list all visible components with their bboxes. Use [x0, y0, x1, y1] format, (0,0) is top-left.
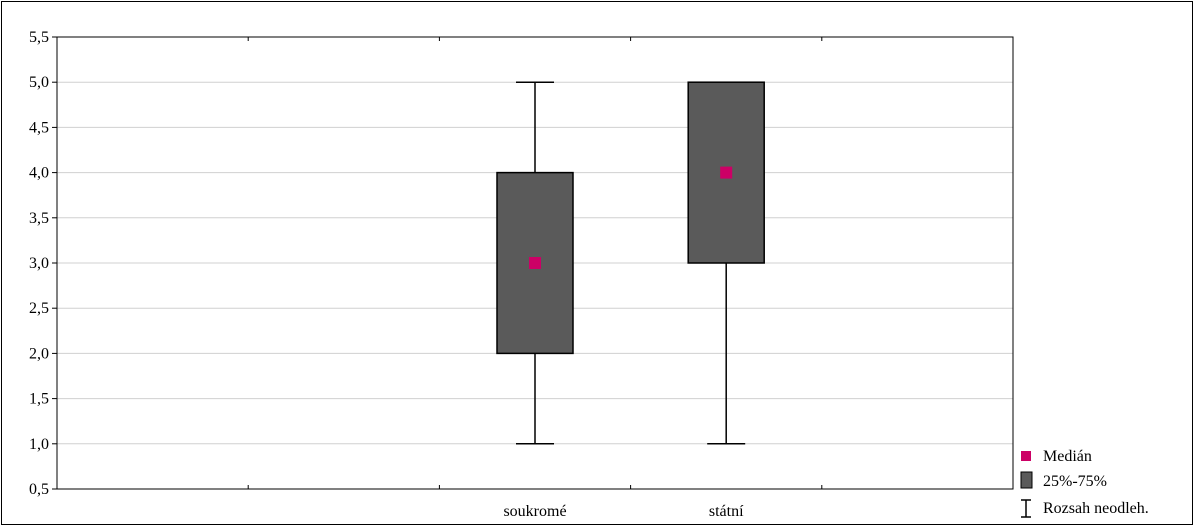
y-tick-label: 2,0 — [29, 345, 49, 362]
x-category-label: státní — [709, 503, 744, 520]
x-category-label: soukromé — [503, 503, 566, 520]
y-tick-label: 0,5 — [29, 481, 49, 498]
y-tick-label: 2,5 — [29, 300, 49, 317]
box-1 — [496, 81, 574, 445]
y-tick-label: 5,0 — [29, 74, 49, 91]
x-axis: soukromé státní — [247, 37, 823, 520]
y-tick-label: 3,5 — [29, 210, 49, 227]
y-tick-label: 5,5 — [29, 29, 49, 46]
y-tick-label: 3,0 — [29, 255, 49, 272]
legend-box-swatch — [1020, 471, 1033, 489]
legend-range-symbol — [1021, 499, 1031, 518]
legend-median-label: Medián — [1043, 448, 1092, 465]
median-marker — [529, 257, 541, 269]
y-tick-label: 4,5 — [29, 119, 49, 136]
box-2 — [687, 81, 765, 445]
y-tick-label: 1,0 — [29, 436, 49, 453]
legend: Medián 25%-75% Rozsah neodleh. — [1020, 448, 1149, 518]
y-axis: 0,5 1,0 1,5 2,0 2,5 3,0 3,5 4,0 4,5 5,0 5,5 — [29, 29, 57, 498]
legend-range-label: Rozsah neodleh. — [1043, 500, 1149, 517]
legend-box-label: 25%-75% — [1043, 473, 1107, 490]
iqr-box — [496, 171, 574, 355]
y-tick-label: 1,5 — [29, 391, 49, 408]
y-tick-label: 4,0 — [29, 165, 49, 182]
box-series — [496, 81, 765, 445]
legend-median-marker — [1021, 451, 1031, 461]
median-marker — [720, 166, 733, 179]
